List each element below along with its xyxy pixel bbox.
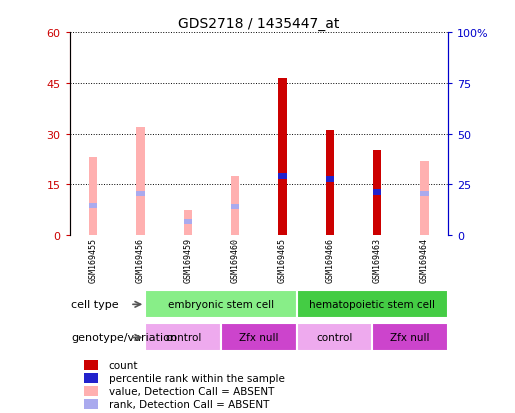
Bar	[89, 158, 97, 235]
Text: control: control	[165, 332, 201, 343]
Bar	[221, 324, 297, 351]
Bar	[373, 190, 381, 196]
Bar	[420, 192, 428, 197]
Text: control: control	[316, 332, 353, 343]
Text: genotype/variation: genotype/variation	[72, 332, 178, 343]
Bar	[373, 151, 381, 235]
Bar	[89, 203, 97, 208]
Bar	[84, 399, 98, 409]
Bar	[420, 161, 428, 235]
Bar	[136, 128, 145, 235]
Bar	[372, 324, 448, 351]
Text: value, Detection Call = ABSENT: value, Detection Call = ABSENT	[109, 386, 274, 396]
Text: GSM169465: GSM169465	[278, 237, 287, 282]
Text: GSM169455: GSM169455	[89, 237, 98, 282]
Bar	[84, 386, 98, 396]
Text: GSM169459: GSM169459	[183, 237, 192, 282]
Text: Zfx null: Zfx null	[239, 332, 279, 343]
Bar	[325, 177, 334, 183]
Bar	[84, 373, 98, 383]
Text: GSM169456: GSM169456	[136, 237, 145, 282]
Text: rank, Detection Call = ABSENT: rank, Detection Call = ABSENT	[109, 399, 269, 409]
Text: GSM169464: GSM169464	[420, 237, 429, 282]
Bar	[145, 291, 297, 318]
Bar	[183, 210, 192, 235]
Bar	[278, 78, 287, 235]
Bar	[297, 291, 448, 318]
Bar	[145, 324, 221, 351]
Bar	[297, 324, 372, 351]
Text: cell type: cell type	[72, 299, 119, 310]
Bar	[325, 131, 334, 235]
Bar	[136, 192, 145, 197]
Text: GSM169463: GSM169463	[372, 237, 382, 282]
Text: count: count	[109, 360, 138, 370]
Bar	[278, 174, 287, 180]
Text: Zfx null: Zfx null	[390, 332, 430, 343]
Bar	[183, 219, 192, 224]
Bar	[231, 204, 239, 209]
Text: GSM169466: GSM169466	[325, 237, 334, 282]
Title: GDS2718 / 1435447_at: GDS2718 / 1435447_at	[178, 17, 339, 31]
Text: hematopoietic stem cell: hematopoietic stem cell	[310, 299, 435, 310]
Text: percentile rank within the sample: percentile rank within the sample	[109, 373, 285, 383]
Bar	[84, 360, 98, 370]
Text: GSM169460: GSM169460	[231, 237, 239, 282]
Text: embryonic stem cell: embryonic stem cell	[168, 299, 274, 310]
Bar	[231, 176, 239, 235]
